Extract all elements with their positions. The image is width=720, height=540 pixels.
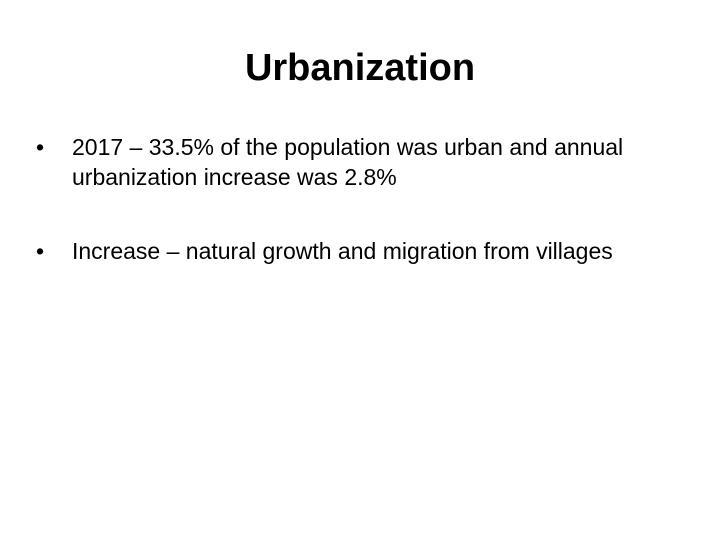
bullet-list: • 2017 – 33.5% of the population was urb…	[36, 132, 656, 310]
bullet-item: • Increase – natural growth and migratio…	[36, 236, 656, 266]
bullet-text: 2017 – 33.5% of the population was urban…	[72, 134, 624, 190]
bullet-marker: •	[36, 134, 45, 160]
slide-title: Urbanization	[244, 47, 476, 89]
bullet-marker: •	[36, 238, 45, 264]
bullet-item: • 2017 – 33.5% of the population was urb…	[36, 132, 656, 192]
bullet-text: Increase – natural growth and migration …	[72, 238, 613, 264]
